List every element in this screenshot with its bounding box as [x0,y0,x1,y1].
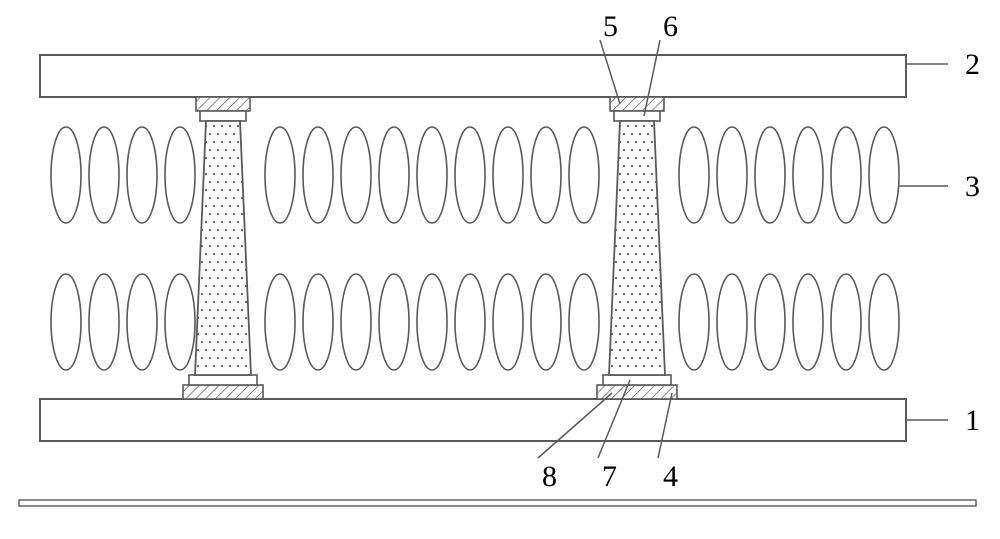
label-5: 5 [603,10,618,43]
inner-rim-top_left [200,111,246,121]
inner-rim-top_right [614,111,660,121]
plate-bottom [40,399,906,441]
hatched-tab-bottom_left [183,385,263,399]
label-8: 8 [542,460,557,493]
label-6: 6 [663,10,678,43]
label-3: 3 [965,170,980,203]
label-2: 2 [965,48,980,81]
hatched-tab-bottom_right [597,385,677,399]
label-7: 7 [602,460,617,493]
label-1: 1 [965,404,980,437]
inner-rim-bottom_right [603,375,671,385]
inner-rim-bottom_left [189,375,257,385]
plate-top [40,55,906,97]
label-4: 4 [663,460,678,493]
hatched-tab-top_left [196,97,250,111]
